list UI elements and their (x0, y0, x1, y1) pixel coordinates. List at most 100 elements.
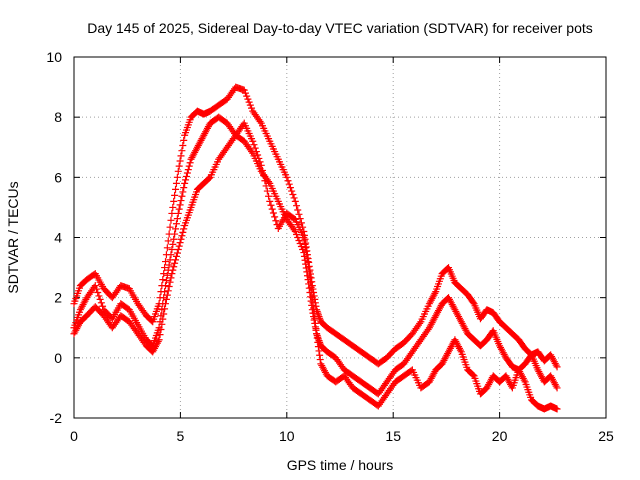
data-point (171, 230, 179, 238)
data-point (272, 217, 280, 225)
data-point (308, 306, 316, 314)
data-point (172, 179, 180, 187)
data-point (316, 356, 324, 364)
x-tick-label: 20 (492, 428, 508, 444)
data-point (268, 205, 276, 213)
data-point (99, 302, 107, 310)
data-point (172, 256, 180, 264)
y-tick-label: 0 (54, 350, 62, 366)
data-point (166, 278, 174, 286)
data-point (166, 223, 174, 231)
data-point (170, 235, 178, 243)
y-tick-label: -2 (50, 410, 63, 426)
data-point (294, 234, 302, 241)
y-axis-label: SDTVAR / TECUs (5, 181, 21, 293)
data-point (169, 266, 177, 274)
data-point (299, 246, 307, 254)
data-point (301, 240, 309, 248)
data-point (263, 187, 271, 195)
data-point (314, 338, 322, 346)
data-point (305, 268, 313, 276)
data-point (177, 152, 185, 160)
data-point (182, 176, 190, 184)
data-point (308, 289, 316, 297)
axis-ticks: 0 5 10 15 20 25 -2 0 2 4 6 8 10 (46, 49, 614, 444)
data-point (170, 197, 178, 205)
data-point (167, 251, 175, 259)
data-point (266, 197, 274, 205)
data-point (177, 197, 185, 205)
data-point (185, 162, 193, 170)
data-point (256, 117, 264, 125)
y-tick-label: 4 (54, 230, 62, 246)
data-point (314, 343, 322, 351)
data-point (95, 292, 103, 300)
data-point (307, 278, 315, 286)
data-point (308, 294, 316, 302)
data-point (162, 282, 170, 290)
data-point (163, 291, 171, 299)
series-track-a (70, 83, 561, 371)
data-point (313, 334, 321, 342)
data-point (303, 251, 311, 259)
y-tick-label: 6 (54, 169, 62, 185)
data-point (176, 239, 184, 247)
data-point (164, 237, 172, 245)
data-point (241, 89, 249, 97)
data-point (182, 172, 190, 180)
data-point (289, 191, 297, 199)
data-points (70, 83, 561, 413)
data-point (175, 162, 183, 170)
series-track-c (70, 119, 561, 413)
data-point (313, 307, 321, 315)
data-point (300, 237, 308, 245)
data-point (172, 185, 180, 193)
data-point (91, 282, 99, 290)
data-point (302, 247, 310, 255)
data-point (246, 101, 254, 109)
data-point (170, 263, 178, 271)
data-point (160, 310, 168, 318)
data-point (158, 320, 166, 328)
data-point (165, 282, 173, 290)
data-point (306, 266, 314, 274)
data-point (179, 142, 187, 150)
data-point (167, 274, 175, 282)
y-tick-label: 2 (54, 290, 62, 306)
data-point (269, 209, 277, 217)
data-point (294, 206, 302, 214)
data-point (160, 270, 168, 278)
data-point (162, 258, 170, 266)
data-point (243, 92, 251, 100)
data-point (168, 270, 176, 278)
data-point (183, 169, 191, 177)
data-point (161, 264, 169, 272)
data-point (171, 191, 179, 199)
data-point (159, 315, 167, 323)
data-point (162, 276, 170, 284)
data-point (164, 287, 172, 295)
data-point (297, 243, 305, 251)
data-point (168, 209, 176, 217)
data-point (94, 289, 102, 297)
data-point (314, 335, 322, 343)
data-point (310, 309, 318, 317)
data-point (163, 244, 171, 252)
data-point (283, 173, 291, 181)
data-point (306, 273, 314, 281)
data-point (260, 172, 268, 180)
data-point (172, 252, 180, 260)
data-point (313, 330, 321, 338)
data-point (315, 347, 323, 355)
data-point (303, 254, 311, 262)
x-tick-label: 0 (70, 428, 78, 444)
data-point (157, 325, 165, 333)
data-point (180, 184, 188, 192)
data-point (175, 205, 183, 213)
data-point (179, 188, 187, 196)
data-point (159, 276, 167, 284)
data-point (184, 166, 192, 174)
data-point (167, 216, 175, 224)
data-point (316, 351, 324, 359)
data-point (97, 299, 105, 307)
